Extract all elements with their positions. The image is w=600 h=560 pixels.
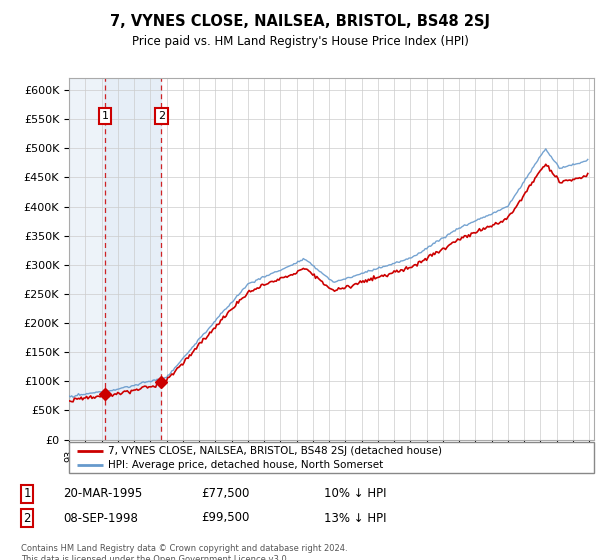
- Bar: [69, 78, 105, 440]
- Text: Contains HM Land Registry data © Crown copyright and database right 2024.
This d: Contains HM Land Registry data © Crown c…: [21, 544, 347, 560]
- Text: 2: 2: [23, 511, 31, 525]
- Text: 7, VYNES CLOSE, NAILSEA, BRISTOL, BS48 2SJ: 7, VYNES CLOSE, NAILSEA, BRISTOL, BS48 2…: [110, 14, 490, 29]
- Text: Price paid vs. HM Land Registry's House Price Index (HPI): Price paid vs. HM Land Registry's House …: [131, 35, 469, 48]
- Text: 7, VYNES CLOSE, NAILSEA, BRISTOL, BS48 2SJ (detached house): 7, VYNES CLOSE, NAILSEA, BRISTOL, BS48 2…: [109, 446, 442, 456]
- Text: 1: 1: [23, 487, 31, 501]
- Text: 08-SEP-1998: 08-SEP-1998: [63, 511, 138, 525]
- Bar: [105, 78, 161, 440]
- Text: 2: 2: [158, 111, 165, 122]
- Text: 10% ↓ HPI: 10% ↓ HPI: [324, 487, 386, 501]
- Bar: [69, 78, 105, 440]
- Text: 13% ↓ HPI: 13% ↓ HPI: [324, 511, 386, 525]
- Text: 20-MAR-1995: 20-MAR-1995: [63, 487, 142, 501]
- Text: £77,500: £77,500: [201, 487, 250, 501]
- Text: 1: 1: [101, 111, 109, 122]
- Text: HPI: Average price, detached house, North Somerset: HPI: Average price, detached house, Nort…: [109, 460, 383, 470]
- Text: £99,500: £99,500: [201, 511, 250, 525]
